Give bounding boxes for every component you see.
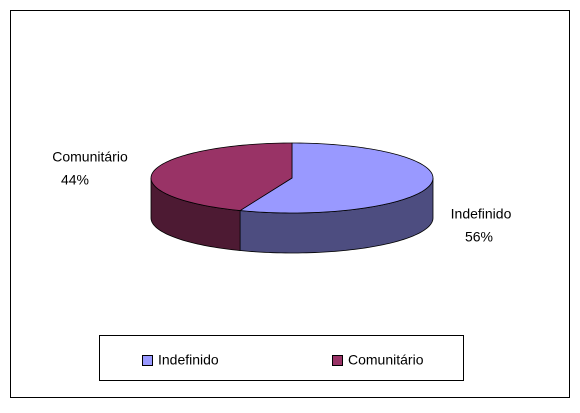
legend-box <box>99 335 464 381</box>
data-label-value: 56% <box>465 229 493 245</box>
legend-label: Comunitário <box>348 352 424 368</box>
data-label-name: Comunitário <box>52 149 128 165</box>
legend-swatch <box>142 355 153 366</box>
slice <box>238 142 434 214</box>
slice <box>150 142 293 211</box>
legend-swatch <box>332 355 343 366</box>
data-label-name: Indefinido <box>451 206 512 222</box>
data-label-value: 44% <box>61 172 89 188</box>
legend-label: Indefinido <box>158 352 219 368</box>
